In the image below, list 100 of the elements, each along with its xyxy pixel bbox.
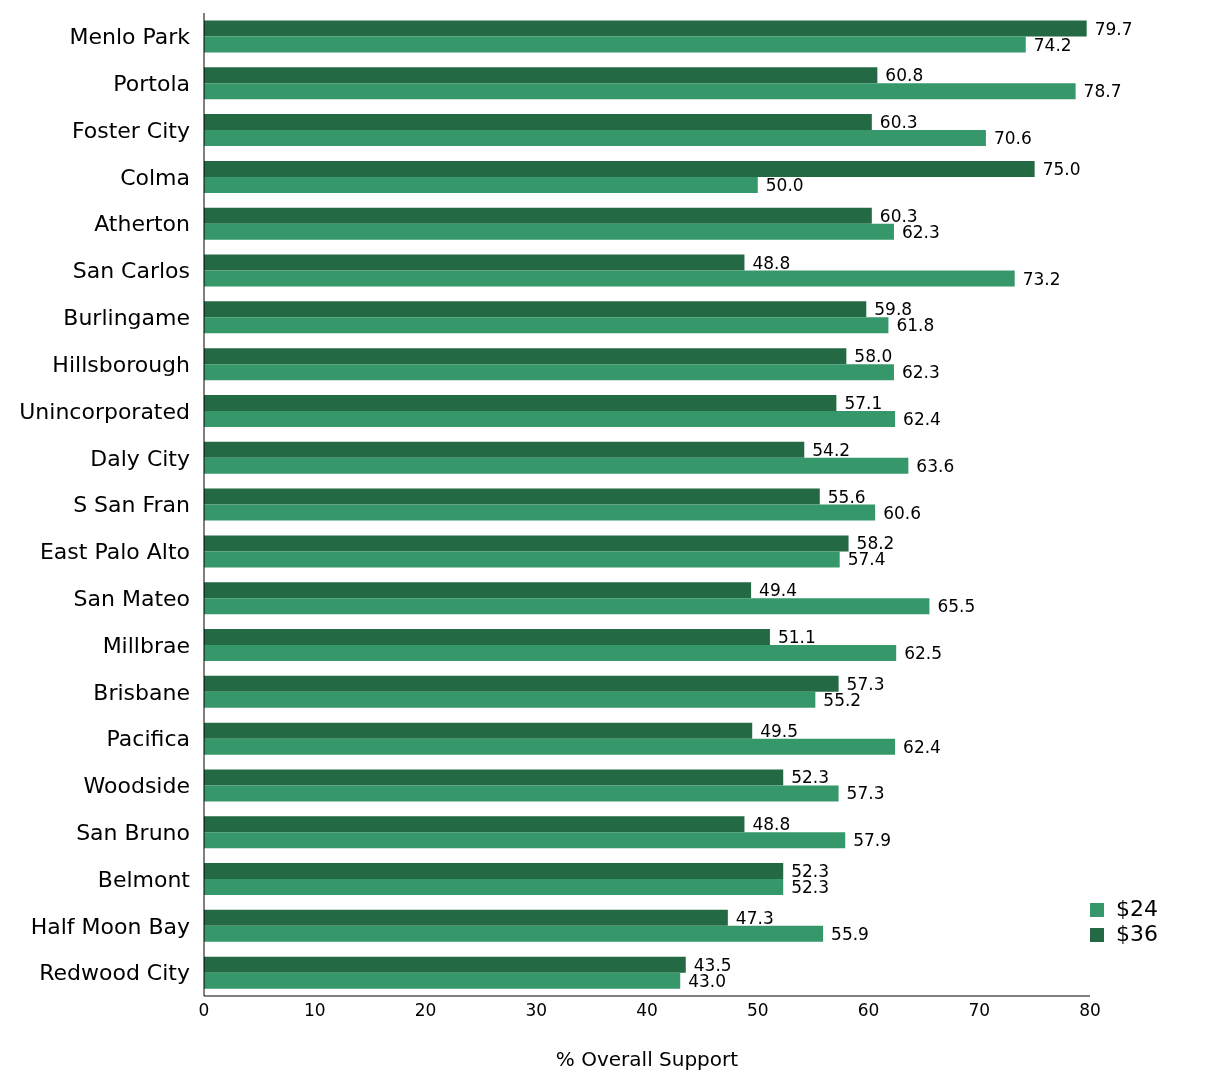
bar — [204, 956, 686, 973]
data-label: 60.6 — [883, 502, 921, 523]
bar — [204, 270, 1015, 287]
bar — [204, 176, 758, 193]
y-tick-label: Colma — [120, 164, 190, 190]
bar — [204, 785, 839, 802]
y-tick-label: Daly City — [90, 445, 190, 471]
data-label: 70.6 — [993, 128, 1032, 149]
bar — [204, 410, 896, 427]
y-tick-label: San Bruno — [76, 819, 190, 845]
data-label: 60.8 — [885, 65, 924, 86]
data-label: 54.2 — [812, 439, 851, 460]
x-tick-label: 20 — [414, 1000, 437, 1021]
data-label: 62.3 — [901, 362, 940, 383]
data-label: 49.4 — [759, 580, 797, 601]
bar — [204, 207, 872, 224]
bar — [204, 535, 849, 552]
bar — [204, 832, 846, 849]
y-tick-label: Belmont — [97, 866, 191, 892]
data-label: 61.8 — [896, 315, 935, 336]
y-tick-label: San Mateo — [73, 585, 190, 611]
bar — [204, 223, 894, 240]
bar — [204, 83, 1076, 100]
bar — [204, 301, 867, 318]
legend-label: $36 — [1116, 921, 1158, 946]
legend-label: $24 — [1116, 896, 1158, 921]
bar — [204, 504, 876, 521]
y-tick-label: Millbrae — [102, 632, 190, 658]
data-label: 62.4 — [903, 409, 941, 429]
bar — [204, 36, 1026, 53]
data-label: 52.3 — [791, 877, 830, 898]
bar — [204, 598, 930, 615]
y-tick-label: East Palo Alto — [39, 539, 190, 565]
data-label: 62.5 — [904, 643, 943, 664]
data-label: 60.3 — [879, 112, 918, 133]
y-tick-label: Burlingame — [63, 305, 190, 331]
y-tick-label: Redwood City — [39, 960, 190, 986]
bar — [204, 738, 896, 755]
bar — [204, 816, 745, 833]
bar — [204, 629, 770, 646]
data-label: 63.6 — [916, 455, 955, 476]
data-label: 47.3 — [735, 907, 774, 928]
y-tick-label: S San Fran — [73, 492, 190, 518]
bar — [204, 160, 1035, 177]
data-label: 62.4 — [903, 736, 941, 757]
data-label: 74.2 — [1033, 34, 1072, 55]
data-label: 55.9 — [831, 923, 869, 944]
bar — [204, 879, 784, 896]
bar — [204, 582, 752, 599]
bar — [204, 394, 837, 411]
bar — [204, 130, 986, 147]
bar — [204, 457, 909, 474]
y-tick-label: San Carlos — [72, 258, 190, 284]
y-tick-label: Portola — [113, 71, 190, 97]
bar — [204, 769, 784, 786]
bar — [204, 691, 816, 708]
y-tick-label: Hillsborough — [52, 351, 190, 377]
data-label: 51.1 — [777, 627, 816, 648]
data-label: 48.8 — [752, 814, 791, 835]
y-tick-label: Pacifica — [106, 726, 190, 752]
x-tick-label: 80 — [1079, 1000, 1101, 1021]
bar — [204, 972, 681, 989]
y-tick-label: Foster City — [71, 117, 190, 143]
bar — [204, 317, 889, 334]
data-label: 57.1 — [844, 393, 883, 413]
bar — [204, 20, 1087, 37]
bar — [204, 722, 753, 739]
data-label: 79.7 — [1094, 18, 1133, 39]
data-label: 49.5 — [760, 720, 799, 741]
data-label: 57.3 — [846, 783, 885, 804]
bar — [204, 254, 745, 271]
bar — [204, 909, 728, 926]
bar — [204, 488, 820, 505]
x-tick-label: 40 — [636, 1000, 658, 1021]
data-label: 58.0 — [854, 346, 893, 367]
bar — [204, 67, 878, 84]
y-tick-label: Brisbane — [93, 679, 190, 705]
data-label: 50.0 — [765, 174, 804, 195]
x-tick-label: 60 — [857, 1000, 880, 1021]
data-label: 78.7 — [1083, 81, 1122, 102]
data-label: 57.4 — [847, 549, 886, 570]
bar — [204, 364, 894, 381]
x-tick-label: 50 — [746, 1000, 769, 1021]
bar — [204, 441, 805, 458]
y-tick-label: Atherton — [94, 211, 190, 237]
bar — [204, 925, 824, 942]
data-label: 73.2 — [1022, 268, 1061, 289]
data-label: 57.9 — [853, 830, 892, 851]
x-tick-label: 30 — [525, 1000, 548, 1021]
y-tick-label: Unincorporated — [19, 398, 190, 424]
data-label: 55.6 — [827, 486, 866, 507]
bar — [204, 863, 784, 880]
bar — [204, 114, 872, 131]
x-axis-title: % Overall Support — [555, 1047, 739, 1071]
data-label: 48.8 — [752, 252, 791, 273]
data-label: 65.5 — [937, 596, 976, 617]
data-label: 75.0 — [1042, 158, 1081, 179]
y-tick-label: Menlo Park — [69, 24, 191, 50]
x-tick-label: 10 — [303, 1000, 326, 1021]
y-tick-label: Half Moon Bay — [30, 913, 190, 939]
